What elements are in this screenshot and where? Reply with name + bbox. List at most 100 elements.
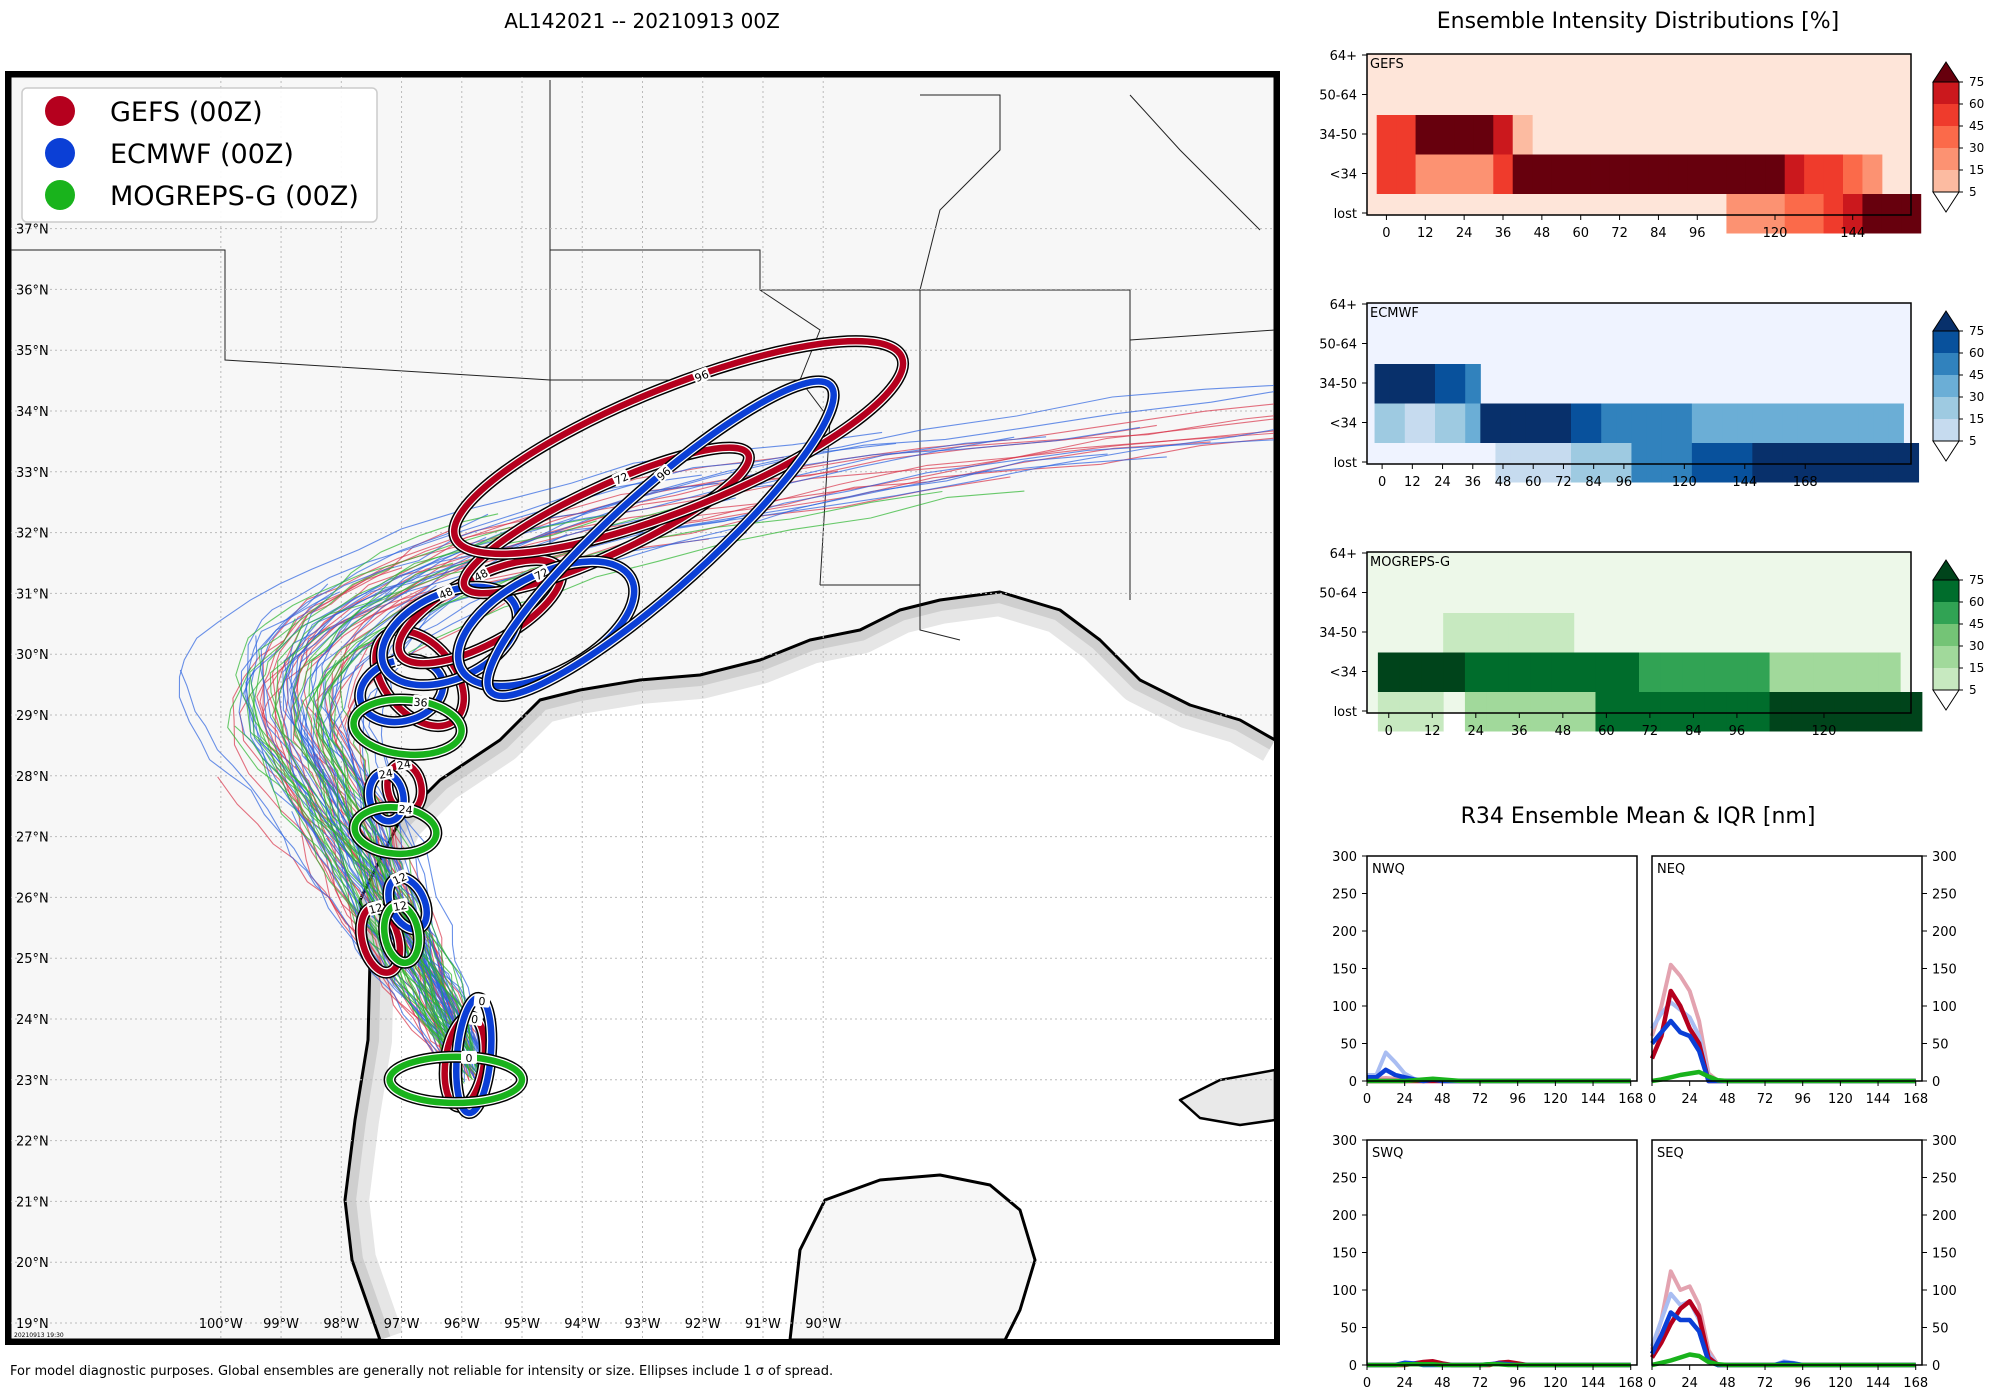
heatmap-cell	[1551, 154, 1572, 194]
heatmap-cell	[1745, 194, 1766, 234]
r34-title: R34 Ensemble Mean & IQR [nm]	[1461, 804, 1816, 829]
heatmap-x-label: 24	[1468, 724, 1485, 739]
spread-ellipse: 12	[378, 898, 425, 969]
heatmap-x-label: 0	[1385, 724, 1393, 739]
r34-x-label: 24	[1396, 1092, 1413, 1107]
heatmap-y-label: <34	[1330, 168, 1357, 183]
legend-label: MOGREPS-G (00Z)	[110, 181, 359, 212]
heatmap-cell	[1377, 652, 1401, 692]
r34-y-label: 300	[1932, 1134, 1957, 1149]
r34-y-label: 50	[1340, 1322, 1357, 1337]
heatmap-cell	[1797, 403, 1814, 443]
heatmap-x-label: 84	[1585, 475, 1602, 490]
heatmap-cell	[1812, 403, 1829, 443]
ellipse-hour-label: 12	[367, 901, 384, 917]
heatmap-x-label: 168	[1793, 475, 1818, 490]
heatmap-cell	[1660, 692, 1684, 732]
heatmap-cell	[1540, 443, 1557, 483]
ellipse-hour-label: 36	[413, 696, 428, 710]
r34-x-label: 24	[1396, 1376, 1413, 1391]
r34-background	[1367, 856, 1637, 1081]
heatmap-cell	[1465, 364, 1481, 404]
r34-y-label: 300	[1332, 1134, 1357, 1149]
timestamp: 20210913 19:30	[14, 1332, 64, 1339]
r34-y-label: 300	[1332, 850, 1357, 865]
heatmap-cell	[1682, 652, 1705, 692]
heatmap-y-label: 50-64	[1319, 338, 1357, 353]
heatmap-cell	[1415, 115, 1436, 155]
colorbar-label: 15	[1969, 163, 1984, 177]
heatmap-cell	[1571, 403, 1587, 443]
heatmap-cell	[1493, 154, 1514, 194]
colorbar-extend-top	[1932, 310, 1960, 332]
track-line	[315, 607, 471, 1072]
heatmap-x-label: 24	[1434, 475, 1451, 490]
heatmap-cell	[1648, 154, 1669, 194]
heatmap-x-label: 48	[1534, 226, 1551, 241]
heatmap-cell	[1495, 403, 1512, 443]
heatmap-cell	[1791, 692, 1814, 732]
heatmap-cell	[1415, 154, 1436, 194]
colorbar-extend-top	[1932, 61, 1960, 83]
colorbar-segment	[1933, 419, 1959, 441]
lat-label: 22°N	[16, 1135, 49, 1150]
r34-y-label: 50	[1932, 1038, 1949, 1053]
heatmap-cell	[1443, 652, 1466, 692]
r34-y-label: 150	[1932, 1247, 1957, 1262]
spread-ellipse: 0	[383, 1050, 528, 1109]
heatmap-cell	[1878, 692, 1901, 732]
heatmap-cell	[1396, 154, 1417, 194]
ellipse-hour-label: 12	[392, 899, 408, 914]
heatmap-cell	[1661, 443, 1678, 483]
heatmap-cell	[1540, 403, 1557, 443]
r34-x-label: 120	[1543, 1092, 1568, 1107]
colorbar-label: 60	[1969, 595, 1984, 609]
heatmap-cell	[1812, 443, 1829, 483]
heatmap-y-label: lost	[1334, 456, 1357, 471]
map-legend: GEFS (00Z) ECMWF (00Z) MOGREPS-G (00Z)	[21, 87, 378, 223]
colorbar-extend-bottom	[1932, 191, 1960, 213]
heatmap-cell	[1639, 652, 1662, 692]
track-line	[259, 476, 1011, 1077]
heatmap-cell	[1726, 194, 1747, 234]
heatmap-cell	[1595, 692, 1618, 732]
heatmap-cell	[1784, 194, 1805, 234]
heatmap-cell	[1399, 692, 1422, 732]
ellipse-hour-label: 0	[470, 1013, 479, 1027]
heatmap-cell	[1862, 154, 1883, 194]
heatmap-cell	[1586, 403, 1602, 443]
heatmap-cell	[1486, 652, 1509, 692]
r34-x-label: 120	[1543, 1376, 1568, 1391]
spread-ellipse: 96	[448, 335, 910, 560]
r34-x-label: 144	[1581, 1092, 1606, 1107]
land-us-mexico	[10, 76, 1275, 1340]
heatmap-x-label: 0	[1378, 475, 1386, 490]
track-line	[245, 442, 897, 1073]
heatmap-cell	[1495, 443, 1512, 483]
heatmap-cell	[1784, 154, 1805, 194]
r34-y-label: 50	[1932, 1322, 1949, 1337]
r34-background	[1652, 856, 1922, 1081]
heatmap-y-label: 64+	[1330, 298, 1357, 313]
heatmap-cell	[1782, 403, 1799, 443]
lon-label: 92°W	[685, 1317, 721, 1332]
heatmap-cell	[1404, 403, 1421, 443]
r34-x-label: 96	[1794, 1376, 1811, 1391]
colorbar-segment	[1933, 602, 1959, 624]
r34-x-label: 96	[1794, 1092, 1811, 1107]
r34-background	[1652, 1140, 1922, 1365]
heatmap-y-label: 64+	[1330, 547, 1357, 562]
r34-y-label: 200	[1932, 925, 1957, 940]
lon-label: 99°W	[263, 1317, 299, 1332]
land-yucatan	[788, 1173, 1037, 1340]
heatmap-cell	[1827, 443, 1844, 483]
heatmap-mogreps-g: 64+ 50-64 34-50 <34 lost 0 12 24 36 48 60 72 84 96 120…	[1319, 547, 1984, 739]
heatmap-cell	[1668, 154, 1689, 194]
colorbar-segment	[1933, 624, 1959, 646]
heatmap-cell	[1823, 194, 1844, 234]
heatmap-x-label: 48	[1555, 724, 1572, 739]
heatmap-cell	[1752, 403, 1768, 443]
lat-label: 28°N	[16, 770, 49, 785]
